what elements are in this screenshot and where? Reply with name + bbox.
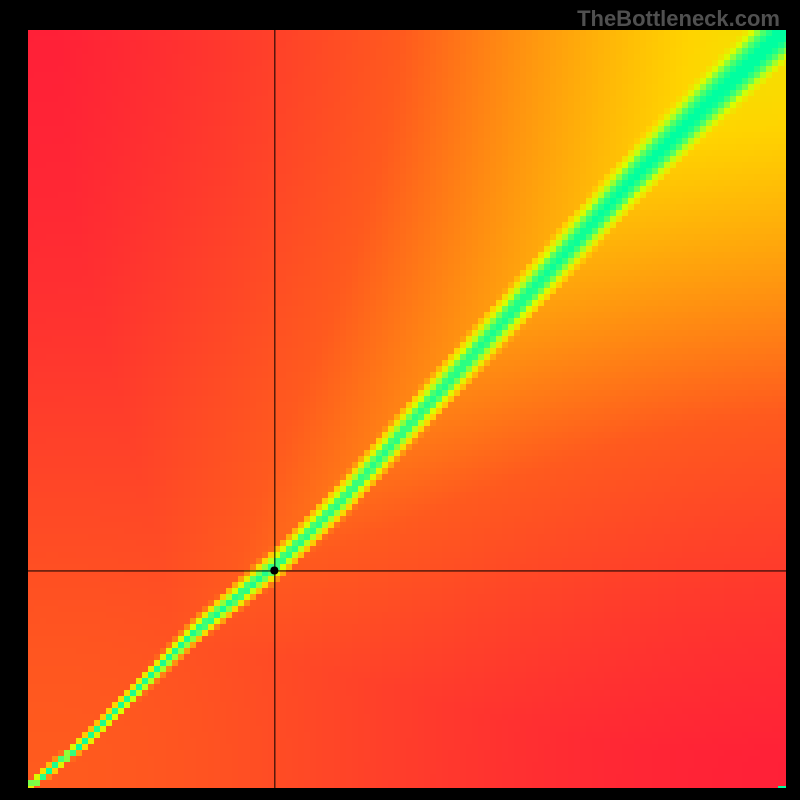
watermark-text: TheBottleneck.com	[577, 6, 780, 32]
heatmap-canvas	[0, 0, 800, 800]
